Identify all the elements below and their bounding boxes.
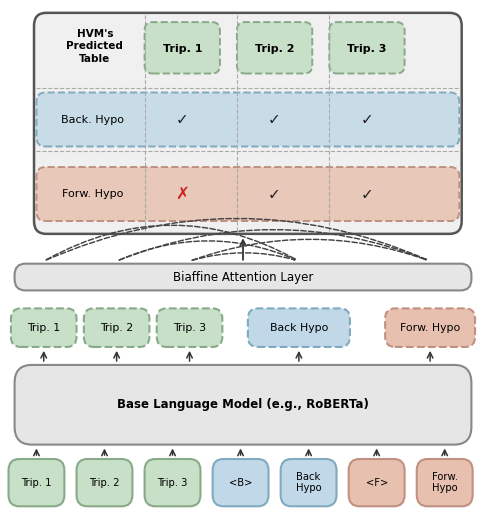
Text: Trip. 2: Trip. 2 <box>89 478 120 488</box>
FancyArrowPatch shape <box>119 230 426 260</box>
Text: Back Hypo: Back Hypo <box>270 323 328 333</box>
FancyBboxPatch shape <box>36 167 459 221</box>
Text: Trip. 1: Trip. 1 <box>162 44 202 54</box>
Text: <B>: <B> <box>229 478 252 488</box>
Text: Forw. Hypo: Forw. Hypo <box>62 189 123 199</box>
Text: ✗: ✗ <box>175 185 189 203</box>
Text: Trip. 3: Trip. 3 <box>173 323 206 333</box>
Text: Base Language Model (e.g., RoBERTa): Base Language Model (e.g., RoBERTa) <box>117 398 369 411</box>
Text: Trip. 1: Trip. 1 <box>21 478 52 488</box>
FancyArrowPatch shape <box>46 225 295 260</box>
FancyArrowPatch shape <box>119 241 295 260</box>
Text: Trip. 2: Trip. 2 <box>100 323 133 333</box>
FancyBboxPatch shape <box>237 22 312 74</box>
FancyBboxPatch shape <box>8 459 64 506</box>
FancyBboxPatch shape <box>145 22 220 74</box>
Text: Biaffine Attention Layer: Biaffine Attention Layer <box>173 270 313 284</box>
Text: ✓: ✓ <box>268 112 281 127</box>
FancyBboxPatch shape <box>84 308 150 347</box>
Text: Trip. 3: Trip. 3 <box>157 478 188 488</box>
FancyBboxPatch shape <box>248 308 350 347</box>
Text: ✓: ✓ <box>176 112 189 127</box>
FancyBboxPatch shape <box>156 308 223 347</box>
Text: ✓: ✓ <box>361 187 373 201</box>
FancyBboxPatch shape <box>385 308 475 347</box>
FancyBboxPatch shape <box>15 365 471 445</box>
FancyArrowPatch shape <box>192 253 295 260</box>
FancyBboxPatch shape <box>77 459 132 506</box>
Text: ✓: ✓ <box>268 187 281 201</box>
Text: ✓: ✓ <box>361 112 373 127</box>
FancyBboxPatch shape <box>417 459 472 506</box>
FancyBboxPatch shape <box>15 264 471 290</box>
Text: Trip. 1: Trip. 1 <box>27 323 60 333</box>
Text: Back
Hypo: Back Hypo <box>296 472 321 493</box>
Text: HVM's
Predicted
Table: HVM's Predicted Table <box>66 29 123 64</box>
FancyBboxPatch shape <box>145 459 200 506</box>
Text: Trip. 3: Trip. 3 <box>347 44 387 54</box>
Text: <F>: <F> <box>365 478 388 488</box>
FancyArrowPatch shape <box>46 218 426 260</box>
FancyBboxPatch shape <box>11 308 77 347</box>
FancyBboxPatch shape <box>34 13 462 234</box>
FancyBboxPatch shape <box>213 459 268 506</box>
FancyBboxPatch shape <box>349 459 404 506</box>
Text: Forw.
Hypo: Forw. Hypo <box>432 472 458 493</box>
Text: Back. Hypo: Back. Hypo <box>61 115 124 124</box>
Text: Forw. Hypo: Forw. Hypo <box>400 323 460 333</box>
FancyBboxPatch shape <box>330 22 404 74</box>
FancyBboxPatch shape <box>281 459 336 506</box>
FancyArrowPatch shape <box>192 240 426 260</box>
FancyBboxPatch shape <box>36 93 459 146</box>
Text: Trip. 2: Trip. 2 <box>255 44 295 54</box>
